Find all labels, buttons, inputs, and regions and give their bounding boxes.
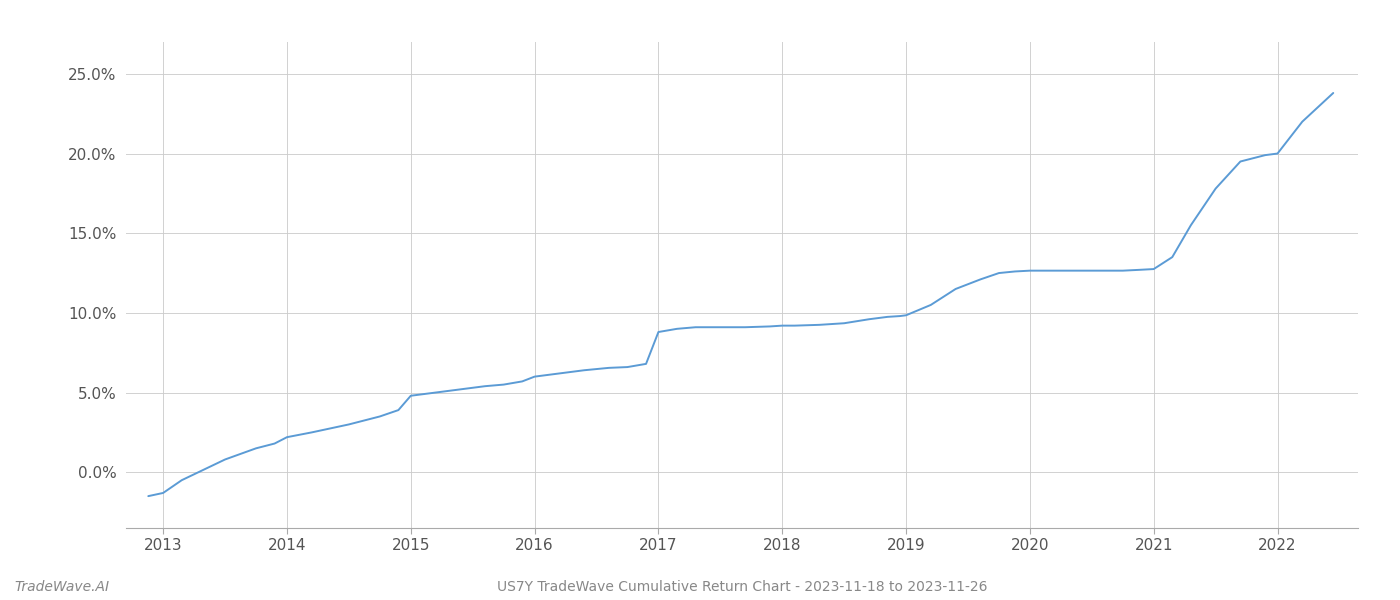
Text: TradeWave.AI: TradeWave.AI [14,580,109,594]
Text: US7Y TradeWave Cumulative Return Chart - 2023-11-18 to 2023-11-26: US7Y TradeWave Cumulative Return Chart -… [497,580,987,594]
